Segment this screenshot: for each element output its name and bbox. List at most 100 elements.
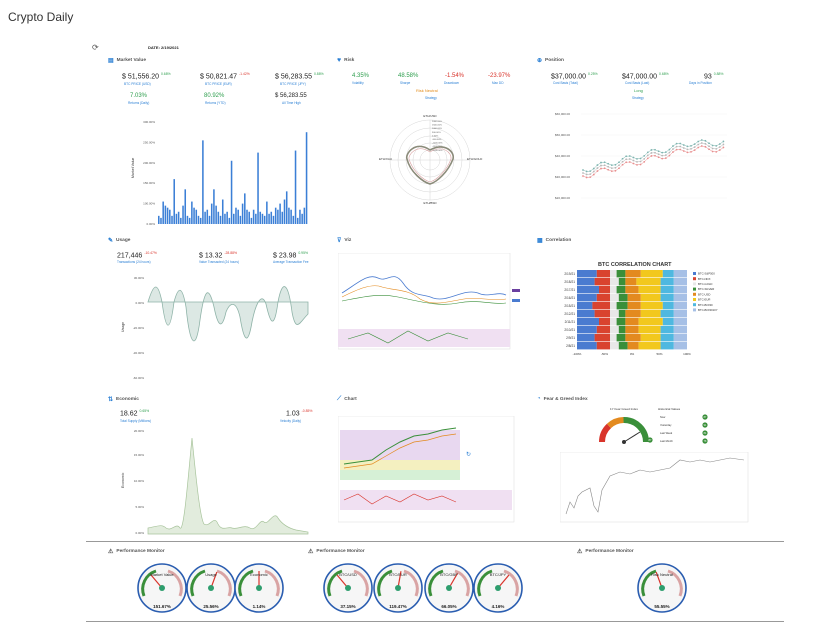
viz-title: Viz [344,238,352,243]
usage-header: ✎ Usage [108,237,130,244]
mv-v3: $ 56,283.55 [275,73,312,81]
pos-v3-pct: 0.88% [713,72,724,76]
bar [252,209,255,224]
corr-legend-label: BTC-EUR [698,298,710,302]
corr-segment [673,286,687,294]
gauge-hub [345,585,351,591]
gauge-hub [208,585,214,591]
gauge-hub [495,585,501,591]
corr-segment [616,318,626,326]
bar [255,213,257,224]
mv-sub-6: All Time High [282,101,301,105]
usage-tick-1: 0.00% [135,301,144,305]
fg-label: 1Y Fear Greed Index [610,407,638,411]
corr-segment [673,326,687,334]
gauge-value: 1.14% [253,604,266,609]
corr-segment [610,270,617,278]
correlation-title: Correlation [545,238,572,243]
corr-legend-label: BTC-S&P500 [698,272,715,276]
viz-chart [338,253,520,350]
bar [173,179,175,224]
corr-legend-swatch [693,303,696,307]
fear-greed-widget: 1Y Fear Greed Index Historical Values 87… [599,407,708,444]
bar-tick-label: 100.00% [143,202,155,206]
gauge-value: 151.67% [153,604,171,609]
bar [266,201,268,224]
corr-segment [610,294,619,302]
fg-history-badge [702,414,708,420]
chart-title: Chart [344,397,357,402]
refresh-icon[interactable]: ⟳ [92,43,99,52]
pos-mode: Long [634,88,643,93]
bar [301,213,303,224]
heart-icon: ♥ [337,57,342,64]
eco-v2-pct: -0.85% [301,409,313,413]
gauge-hub [159,585,165,591]
gauge-value: 4.16% [492,604,505,609]
corr-segment [618,342,628,350]
corr-segment [673,302,687,310]
risk-header: ♥ Risk [337,57,354,64]
radar-axis-right: ETH/GOLD [467,157,483,161]
corr-row-label: 2/15/21 [564,304,575,308]
mv-sub-5: Returns (YTD) [205,101,226,105]
corr-segment [610,302,617,310]
pos-tick-label: $50,000.00 [555,133,570,137]
risk-value-4: -23.97% [488,73,511,79]
bar-tick-label: 200.00% [143,161,155,165]
wrench-icon: ✎ [108,238,114,244]
corr-segment [625,318,639,326]
bar [164,205,167,224]
market-value-title: Market Value [116,58,147,63]
pos-tick-label: $60,000.00 [555,112,570,116]
fg-history-value: 87 [704,416,707,419]
gauge-label: Market Value [150,572,174,577]
corr-segment [577,302,593,310]
fg-value: 87 [649,438,652,442]
bar [166,207,169,224]
corr-segment [660,326,674,334]
corr-segment [660,286,674,294]
usage-value-3: $ 23.98 0.95% [273,251,308,259]
corr-segment [640,270,663,278]
bar [239,215,242,224]
bar [274,207,277,224]
bar [217,211,220,224]
gauge-value: 119.47% [389,604,407,609]
corr-segment [610,318,617,326]
pos-sub-2: Cost Basis (Last) [625,81,650,85]
correlation-stacked-chart: 2/19/21 2/18/21 2/17/21 2/16/21 2/15/21 2/12/… [564,270,718,356]
bar [237,209,239,224]
fg-history-badge [702,438,708,444]
bar-tick-label: 300.00% [143,120,155,124]
correlation-header: ▦ Correlation [537,237,571,244]
bar [296,217,299,224]
line-chart-icon: ⟋ [337,396,342,402]
bar [171,215,173,224]
gauge-hub [446,585,452,591]
usage-v3: $ 23.98 [273,252,297,260]
usage-v2-pct: -28.88% [224,251,237,255]
bar [177,211,180,224]
fear-greed-title: Fear & Greed Index [543,396,588,402]
viz-header: ⊽ Viz [337,237,351,244]
risk-radar-chart: 2000.00% 1500.00%1000.00% 500.00%0.00% -500… [379,114,483,205]
position-header: ⊕ Position [537,57,564,64]
grid-icon: ▦ [537,238,543,244]
corr-segment [636,278,661,286]
corr-segment [660,334,674,342]
usage-value-1: 217,446 -10.47% [117,251,157,259]
chart-icon: ▤ [108,58,114,64]
corr-segment [577,334,595,342]
corr-segment [640,334,661,342]
usage-value-2: $ 13.32 -28.88% [199,251,237,259]
corr-segment [627,342,639,350]
bar [283,199,286,224]
bar [162,201,164,224]
corr-xtick: -100% [573,352,582,356]
corr-segment [577,326,597,334]
perf-title-2: Performance Monitor [316,549,365,554]
corr-segment [638,318,663,326]
corr-xtick: 100% [683,352,691,356]
eco-v1: 18.62 [120,410,138,418]
